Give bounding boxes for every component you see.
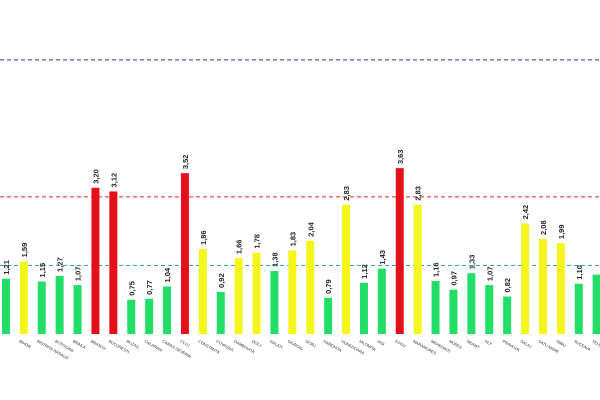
bar-value-label: 1,38 <box>270 252 279 267</box>
bar-value-label: 1,66 <box>235 240 244 255</box>
category-tick-label: GORJ <box>305 339 317 349</box>
bar-value-label: 1,99 <box>557 224 566 239</box>
bar <box>377 268 386 334</box>
category-tick-label: GALATI <box>269 339 284 350</box>
bar-value-label: 2,08 <box>539 220 548 235</box>
bar <box>270 270 279 334</box>
bar <box>592 274 600 334</box>
bar <box>342 204 351 334</box>
bar-value-label: 1,78 <box>253 234 262 249</box>
bar-value-label: 0,79 <box>324 279 333 294</box>
category-tick-label: MURES <box>448 339 463 351</box>
bar <box>55 275 64 334</box>
bar <box>467 273 476 334</box>
bar <box>91 187 100 334</box>
bar <box>556 243 565 334</box>
category-tick-label: DOLJ <box>251 339 262 348</box>
bar-value-label: 2,42 <box>521 205 530 220</box>
bar-value-label: 1,07 <box>485 266 494 281</box>
bar-value-label: 2,83 <box>414 186 423 201</box>
category-tick-label: BIHOR <box>18 339 32 350</box>
bar-value-label: 1,04 <box>163 267 172 282</box>
bar-value-label: 1,12 <box>360 264 369 279</box>
bar <box>574 283 583 334</box>
value-labels-group: 1,21 1,59 1,15 1,27 1,07 3,20 3,12 0,75 0,77 1,04… <box>2 150 584 296</box>
bar-value-label: 1,83 <box>288 232 297 247</box>
bar-value-label: 1,86 <box>199 230 208 245</box>
category-tick-label: BUZAU <box>126 339 140 350</box>
bar-value-label: 0,77 <box>145 280 154 295</box>
bar-value-label: 1,15 <box>38 263 47 278</box>
bar <box>19 261 28 334</box>
bar <box>252 252 261 334</box>
bar-value-label: 3,12 <box>109 173 118 188</box>
category-tick-label: BRASOV <box>90 339 107 352</box>
category-tick-label: SIBIU <box>555 339 567 349</box>
category-tick-label: HARGHITA <box>323 339 343 354</box>
bar <box>395 168 404 334</box>
bar <box>306 240 315 334</box>
bar-value-label: 0,97 <box>449 271 458 286</box>
bar-value-label: 1,21 <box>2 260 11 275</box>
bar <box>1 278 10 334</box>
bar-value-label: 1,10 <box>575 265 584 280</box>
category-tick-label: GIURGIU <box>287 339 304 352</box>
category-tick-label: SUCEAVA <box>573 339 592 353</box>
bar-value-label: 3,20 <box>91 169 100 184</box>
bar-value-label: 1,07 <box>74 266 83 281</box>
bar <box>503 296 512 334</box>
category-tick-label: BRAILA <box>72 339 87 351</box>
threshold-lines <box>0 59 600 266</box>
category-tick-label: BISTRITA-NASAUD <box>36 339 70 361</box>
bar <box>163 286 172 334</box>
bar <box>521 223 530 334</box>
category-tick-label: CLUJ <box>179 339 190 348</box>
bar-value-label: 2,04 <box>306 221 315 236</box>
category-tick-label: PRAHOVA <box>502 339 521 353</box>
bar <box>538 238 547 334</box>
bar-value-label: 1,43 <box>378 250 387 265</box>
bar <box>145 298 154 334</box>
bar <box>288 250 297 334</box>
bar <box>431 280 440 334</box>
bar <box>127 299 136 334</box>
category-tick-label: SALAJ <box>520 339 533 349</box>
category-tick-label: NEAMT <box>466 339 481 351</box>
bar <box>485 285 494 334</box>
bar-value-label: 3,52 <box>181 155 190 170</box>
bar <box>216 291 225 334</box>
bar-value-label: 1,59 <box>20 243 29 258</box>
bar-value-label: 1,33 <box>467 255 476 270</box>
bar-value-label: 2,83 <box>342 186 351 201</box>
bar <box>413 204 422 334</box>
bar <box>324 297 333 334</box>
bar <box>449 289 458 334</box>
bar-value-label: 0,82 <box>503 278 512 293</box>
category-tick-label: CALARASI <box>144 339 164 353</box>
category-tick-label: OLT <box>484 339 493 347</box>
bar-value-label: 0,92 <box>217 273 226 288</box>
bar-value-label: 0,75 <box>127 281 136 296</box>
bar <box>109 191 118 334</box>
category-tick-label: ILFOV <box>394 339 407 349</box>
category-tick-label: TELEORMAN <box>591 339 600 356</box>
bars-group <box>1 168 600 334</box>
bar <box>198 249 207 334</box>
bar <box>234 258 243 334</box>
bar-value-label: 3,63 <box>396 150 405 165</box>
bar-value-label: 1,16 <box>432 262 441 277</box>
bar-value-label: 1,27 <box>56 257 65 272</box>
bar <box>73 285 82 334</box>
bar <box>37 281 46 334</box>
bar <box>180 173 189 334</box>
bar <box>359 282 368 334</box>
category-tick-label: IASI <box>376 339 385 347</box>
